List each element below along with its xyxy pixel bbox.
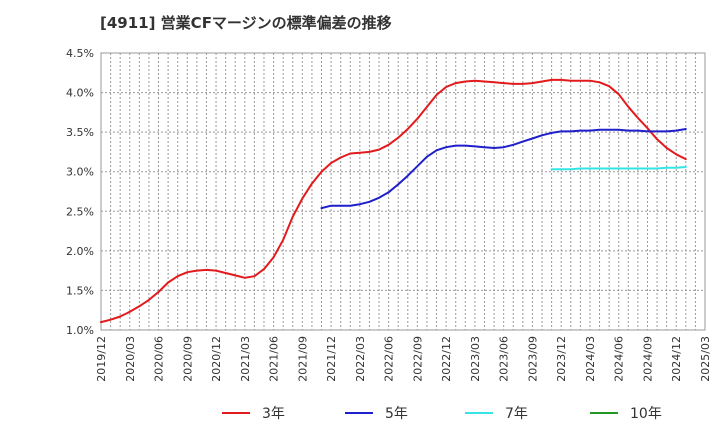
y-tick-label: 3.5% xyxy=(66,126,94,139)
x-tick-label: 2022/09 xyxy=(411,336,424,382)
legend-label-10年: 10年 xyxy=(630,406,662,422)
x-tick-label: 2021/03 xyxy=(239,336,252,382)
x-tick-label: 2024/12 xyxy=(670,336,683,382)
legend-label-5年: 5年 xyxy=(385,406,408,422)
x-tick-label: 2020/09 xyxy=(181,336,194,382)
y-tick-label: 1.5% xyxy=(66,284,94,297)
x-tick-label: 2024/06 xyxy=(613,336,626,382)
x-tick-label: 2022/06 xyxy=(383,336,396,382)
series-line-3年 xyxy=(100,78,687,324)
y-tick-label: 3.0% xyxy=(66,166,94,179)
x-tick-label: 2023/06 xyxy=(498,336,511,382)
x-tick-label: 2019/12 xyxy=(95,336,108,382)
x-tick-label: 2023/03 xyxy=(469,336,482,382)
y-tick-label: 2.5% xyxy=(66,205,94,218)
plot-area xyxy=(100,52,706,331)
x-tick-label: 2021/09 xyxy=(296,336,309,382)
x-tick-label: 2022/12 xyxy=(440,336,453,382)
x-tick-label: 2020/03 xyxy=(124,336,137,382)
y-tick-label: 2.0% xyxy=(66,245,94,258)
x-tick-label: 2025/03 xyxy=(699,336,712,382)
y-tick-label: 4.5% xyxy=(66,47,94,60)
x-tick-label: 2020/06 xyxy=(153,336,166,382)
x-tick-label: 2022/03 xyxy=(354,336,367,382)
x-tick-label: 2023/09 xyxy=(526,336,539,382)
x-tick-label: 2024/03 xyxy=(584,336,597,382)
x-tick-label: 2023/12 xyxy=(555,336,568,382)
y-tick-label: 4.0% xyxy=(66,87,94,100)
legend-label-7年: 7年 xyxy=(505,406,528,422)
x-tick-label: 2021/06 xyxy=(268,336,281,382)
series-line-5年 xyxy=(320,128,687,210)
y-tick-label: 1.0% xyxy=(66,324,94,337)
series-line-7年 xyxy=(550,166,687,171)
x-tick-label: 2021/12 xyxy=(325,336,338,382)
x-tick-label: 2020/12 xyxy=(210,336,223,382)
chart-title: [4911] 営業CFマージンの標準偏差の推移 xyxy=(100,14,392,32)
legend-label-3年: 3年 xyxy=(262,406,285,422)
x-tick-label: 2024/09 xyxy=(641,336,654,382)
